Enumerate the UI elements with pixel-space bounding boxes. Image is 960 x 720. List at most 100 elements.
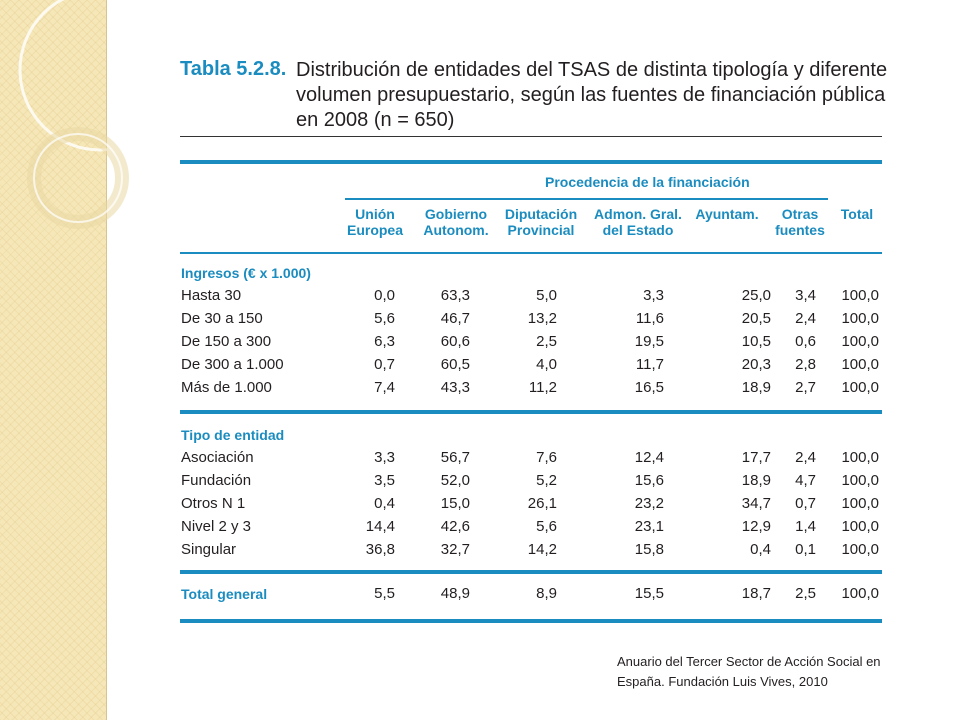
table-cell: 43,3 [440, 379, 470, 396]
row-label: Nivel 2 y 3 [181, 518, 252, 535]
table-cell: 18,9 [741, 472, 771, 489]
table-cell: 18,7 [741, 585, 771, 602]
table-cell: 17,7 [741, 449, 771, 466]
decorative-side-band [0, 0, 107, 720]
title-divider [180, 136, 882, 137]
group-header: Procedencia de la financiación [545, 174, 750, 190]
row-label: Fundación [181, 472, 252, 489]
table-cell: 2,5 [536, 333, 557, 350]
header-bottom-rule [180, 252, 882, 254]
table-cell: 16,5 [634, 379, 664, 396]
table-cell: 48,9 [440, 585, 470, 602]
table-cell: 13,2 [527, 310, 557, 327]
table-cell: 2,4 [795, 310, 816, 327]
table-cell: 3,3 [643, 287, 664, 304]
table-cell: 7,4 [374, 379, 395, 396]
column-header: Diputación Provincial [504, 206, 578, 238]
table-cell: 46,7 [440, 310, 470, 327]
table-cell: 0,6 [795, 333, 816, 350]
table-cell: 14,2 [527, 541, 557, 558]
section-divider-rule [180, 410, 882, 414]
table-cell: 2,8 [795, 356, 816, 373]
table-cell: 0,7 [374, 356, 395, 373]
table-cell: 15,5 [634, 585, 664, 602]
table-cell: 11,6 [635, 310, 664, 327]
table-cell: 100,0 [841, 356, 879, 373]
table-cell: 0,4 [374, 495, 395, 512]
table-cell: 63,3 [440, 287, 470, 304]
table-cell: 15,6 [634, 472, 664, 489]
table-cell: 15,8 [634, 541, 664, 558]
table-cell: 3,4 [795, 287, 816, 304]
table-cell: 26,1 [527, 495, 557, 512]
row-label: Otros N 1 [181, 495, 246, 512]
table-cell: 11,2 [528, 379, 557, 396]
table-bottom-rule [180, 619, 882, 623]
table-cell: 5,5 [374, 585, 395, 602]
table-title: Distribución de entidades del TSAS de di… [296, 59, 888, 131]
table-cell: 5,6 [536, 518, 557, 535]
table-cell: 2,5 [795, 585, 816, 602]
table-cell: 10,5 [741, 333, 771, 350]
table-cell: 0,1 [795, 541, 816, 558]
table-cell: 1,4 [795, 518, 816, 535]
table-cell: 34,7 [741, 495, 771, 512]
table-cell: 23,1 [634, 518, 664, 535]
table-cell: 20,5 [741, 310, 771, 327]
table-cell: 5,6 [374, 310, 395, 327]
table-cell: 100,0 [841, 287, 879, 304]
column-header: Admon. Gral. del Estado [594, 206, 682, 238]
table-cell: 100,0 [841, 310, 879, 327]
table-cell: 2,4 [795, 449, 816, 466]
table-cell: 11,7 [635, 356, 664, 373]
column-header: Total [840, 206, 874, 222]
table-cell: 60,6 [440, 333, 470, 350]
table-cell: 2,7 [795, 379, 816, 396]
column-header: Ayuntam. [695, 206, 759, 222]
table-cell: 100,0 [841, 585, 879, 602]
row-label: De 150 a 300 [181, 333, 272, 350]
table-cell: 56,7 [440, 449, 470, 466]
table-cell: 8,9 [536, 585, 557, 602]
table-cell: 3,3 [374, 449, 395, 466]
table-cell: 4,7 [795, 472, 816, 489]
group-header-rule [345, 198, 828, 200]
row-label: Hasta 30 [181, 287, 242, 304]
table-cell: 15,0 [440, 495, 470, 512]
section-title: Ingresos (€ x 1.000) [181, 265, 311, 281]
total-divider-rule [180, 570, 882, 574]
table-cell: 12,9 [741, 518, 771, 535]
table-cell: 52,0 [440, 472, 470, 489]
table-cell: 32,7 [440, 541, 470, 558]
table-cell: 0,7 [795, 495, 816, 512]
column-header: Gobierno Autonom. [423, 206, 489, 238]
row-label: Asociación [181, 449, 254, 466]
table-cell: 36,8 [365, 541, 395, 558]
table-cell: 5,2 [536, 472, 557, 489]
table-cell: 100,0 [841, 379, 879, 396]
row-label: Singular [181, 541, 237, 558]
column-header: Otras fuentes [775, 206, 825, 238]
table-cell: 42,6 [440, 518, 470, 535]
table-cell: 7,6 [536, 449, 557, 466]
total-row-label: Total general [181, 586, 268, 602]
table-cell: 100,0 [841, 449, 879, 466]
table-cell: 100,0 [841, 518, 879, 535]
table-cell: 100,0 [841, 472, 879, 489]
table-cell: 14,4 [365, 518, 395, 535]
row-label: De 300 a 1.000 [181, 356, 284, 373]
table-cell: 20,3 [741, 356, 771, 373]
table-cell: 0,4 [750, 541, 771, 558]
row-label: Más de 1.000 [181, 379, 272, 396]
table-cell: 100,0 [841, 541, 879, 558]
table-cell: 23,2 [634, 495, 664, 512]
table-number: Tabla 5.2.8. [180, 58, 287, 80]
column-header: Unión Europea [346, 206, 403, 238]
decorative-rings-icon [18, 0, 140, 229]
source-caption: Anuario del Tercer Sector de Acción Soci… [617, 654, 881, 689]
table-top-rule [180, 160, 882, 164]
table-cell: 12,4 [634, 449, 664, 466]
table-cell: 100,0 [841, 333, 879, 350]
table-cell: 60,5 [440, 356, 470, 373]
table-cell: 25,0 [741, 287, 771, 304]
